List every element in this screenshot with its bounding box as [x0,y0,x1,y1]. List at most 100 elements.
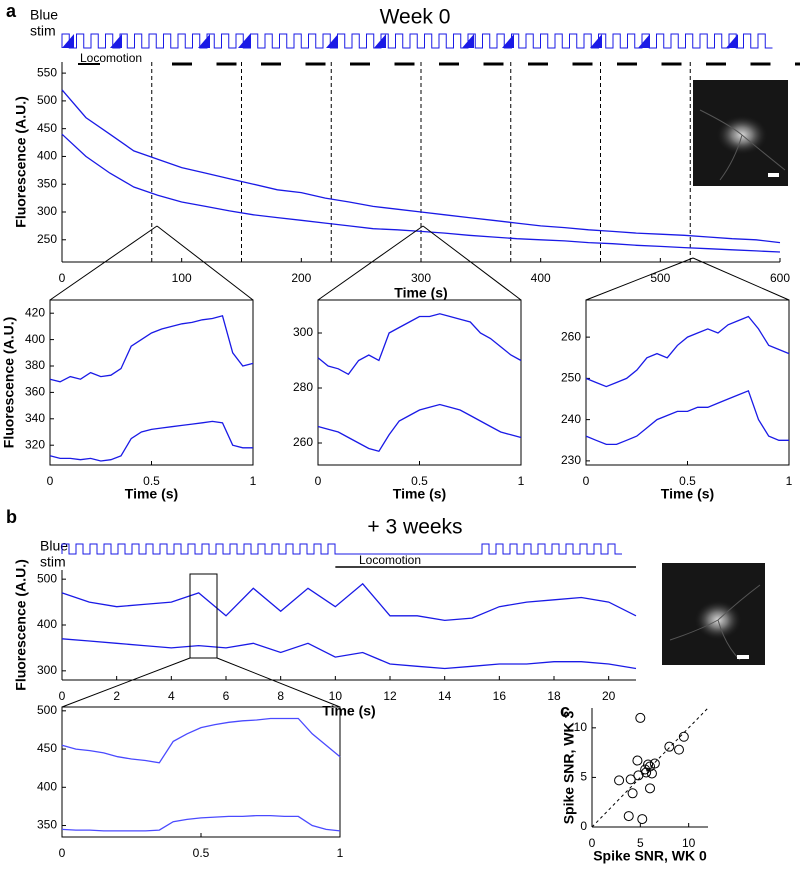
y-tick-label: 420 [25,305,45,319]
x-tick-label: 16 [493,689,507,703]
x-tick-label: 300 [411,271,431,285]
y-axis-label: Fluorescence (A.U.) [13,96,29,227]
x-tick-label: 0 [583,474,590,488]
chart-title: Week 0 [380,6,451,29]
trace [49,315,254,383]
x-tick-label: 0.5 [193,846,210,860]
point [623,811,634,822]
y-tick-label: 5 [580,770,587,784]
x-tick-label: 20 [602,689,616,703]
point [643,759,654,770]
chart-title: + 3 weeks [367,516,462,539]
point [632,755,643,766]
stim-burst [590,34,602,48]
plot-frame [317,299,522,466]
y-tick-label: 300 [37,204,57,218]
point [664,741,675,752]
zoom-box [189,573,218,659]
y-tick-label: 300 [293,325,313,339]
point [627,788,638,799]
x-tick-label: 500 [650,271,670,285]
zoom-connector [317,225,424,301]
x-tick-label: 4 [168,689,175,703]
trace [317,403,522,453]
x-tick-label: 12 [383,689,397,703]
trace [61,717,341,764]
x-axis-label: Time (s) [125,486,178,502]
x-tick-label: 200 [291,271,311,285]
stim-burst [238,34,250,48]
zoom-connector [61,657,191,708]
x-tick-label: 18 [547,689,561,703]
stim-burst [726,34,738,48]
y-tick-label: 360 [25,385,45,399]
x-tick-label: 10 [329,689,343,703]
x-tick-label: 0 [589,836,596,850]
x-tick-label: 14 [438,689,452,703]
point [637,814,648,825]
y-tick-label: 340 [25,411,45,425]
zoom-connector [156,225,254,301]
trace [61,89,781,244]
trace [61,133,781,253]
x-tick-label: 400 [531,271,551,285]
annotation: Locomotion [80,51,142,65]
y-tick-label: 400 [37,149,57,163]
panel-label: b [6,507,17,527]
y-tick-label: 0 [580,819,587,833]
x-axis-label: Spike SNR, WK 0 [593,848,707,864]
y-tick-label: 500 [37,93,57,107]
y-tick-label: 230 [561,453,581,467]
stim-burst [502,34,514,48]
y-tick-label: 500 [37,703,57,717]
y-tick-label: 260 [293,435,313,449]
stim-burst [110,34,122,48]
zoom-connector [216,657,341,708]
y-tick-label: 350 [37,818,57,832]
point [641,767,652,778]
y-tick-label: 400 [37,617,57,631]
point [674,744,684,755]
point [645,783,655,794]
y-tick-label: 320 [25,437,45,451]
zoom-connector [585,257,694,301]
y-axis-label: Spike SNR, WK 3 [561,711,577,825]
y-tick-label: 380 [25,358,45,372]
x-tick-label: 0 [59,846,66,860]
stim-trace [61,543,622,555]
trace [585,389,789,446]
trace [61,814,341,832]
y-tick-label: 500 [37,571,57,585]
y-tick-label: 450 [37,741,57,755]
y-tick-label: 400 [37,779,57,793]
trace [61,582,637,622]
trace [585,315,790,388]
zoom-connector [692,257,790,301]
y-tick-label: 10 [574,720,588,734]
x-axis-label: Time (s) [393,486,446,502]
x-axis-label: Time (s) [394,285,447,301]
y-tick-label: 260 [561,329,581,343]
x-tick-label: 0.5 [143,474,160,488]
point [635,712,646,723]
point [646,768,657,779]
plot-frame [49,299,254,466]
x-tick-label: 0 [59,271,66,285]
x-axis-label: Time (s) [322,703,375,719]
y-tick-label: 280 [293,380,313,394]
stim-trace [61,33,773,49]
stim-burst [638,34,650,48]
stim-burst [374,34,386,48]
micrograph [693,80,788,186]
x-tick-label: 0.5 [679,474,696,488]
zoom-connector [49,225,158,301]
y-tick-label: 400 [25,332,45,346]
stim-label: stim [30,23,56,39]
x-tick-label: 8 [277,689,284,703]
y-axis-label: Fluorescence (A.U.) [13,559,29,690]
x-tick-label: 100 [172,271,192,285]
x-axis-label: Time (s) [661,486,714,502]
y-tick-label: 350 [37,176,57,190]
stim-burst [462,34,474,48]
